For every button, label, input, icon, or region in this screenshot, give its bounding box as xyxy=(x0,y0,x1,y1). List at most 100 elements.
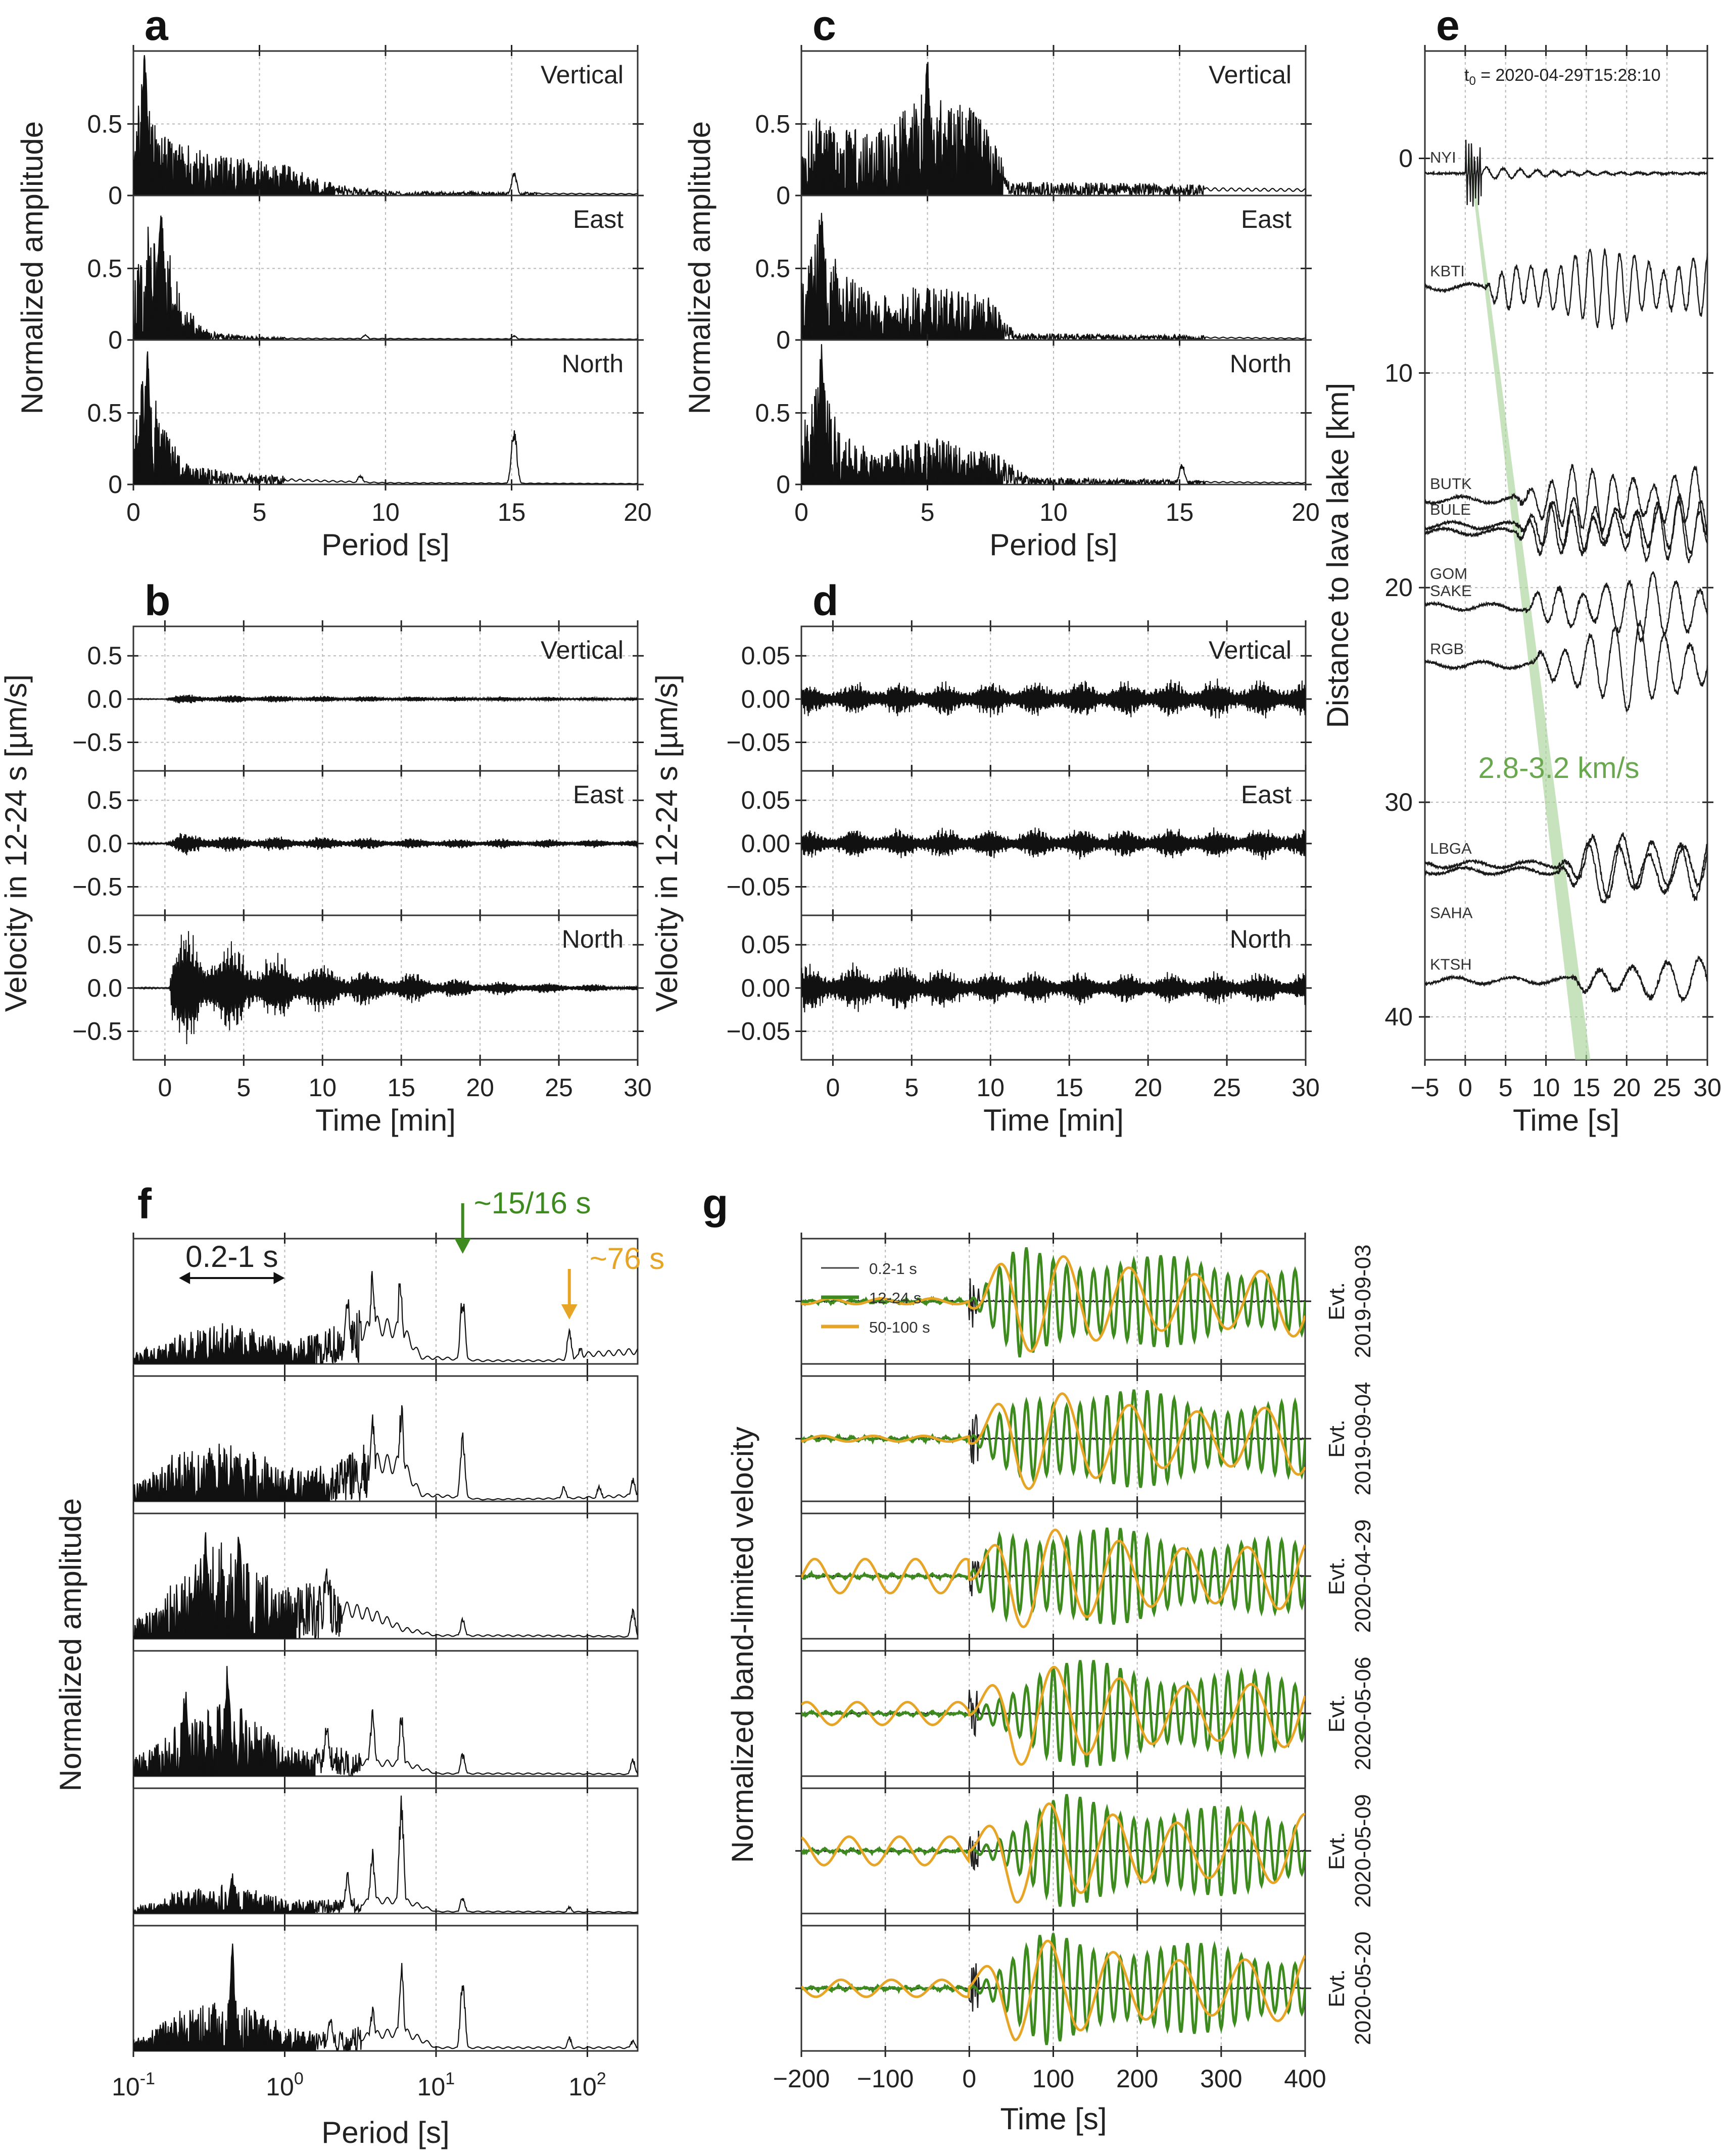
component-label: Vertical xyxy=(1209,636,1292,664)
legend-label: 50-100 s xyxy=(869,1318,930,1336)
period-marker-label: ~76 s xyxy=(590,1242,664,1276)
trace-gom xyxy=(1425,498,1707,563)
component-label: North xyxy=(562,350,624,378)
tick-exponent: 0 xyxy=(294,2069,304,2088)
event-prefix: Evt. xyxy=(1324,1969,1349,2007)
x-tick-label: −5 xyxy=(1410,1073,1439,1102)
component-label: North xyxy=(1230,350,1292,378)
x-tick-label: 5 xyxy=(253,498,267,526)
seismogram-d-0 xyxy=(801,678,1306,719)
t0-annotation: t0 = 2020-04-29T15:28:10 xyxy=(1464,66,1661,88)
x-tick-label: 20 xyxy=(1612,1073,1641,1102)
trace-sake xyxy=(1425,571,1707,643)
station-label: SAHA xyxy=(1430,904,1473,922)
trace-kbti xyxy=(1425,248,1707,330)
event-prefix: Evt. xyxy=(1324,1282,1349,1320)
trace-rgb xyxy=(1425,620,1707,713)
y-tick-label: 0 xyxy=(776,326,790,354)
x-tick-label: 25 xyxy=(545,1073,573,1102)
y-tick-label: 0.00 xyxy=(741,829,790,858)
x-tick-label: 25 xyxy=(1213,1073,1241,1102)
y-tick-label: 0 xyxy=(108,181,122,210)
component-label: Vertical xyxy=(1209,61,1292,89)
y-tick-label: 0.0 xyxy=(87,974,122,1002)
arrow-down-icon xyxy=(454,1239,471,1254)
axes-frame xyxy=(132,1650,639,1777)
trace-50-100s xyxy=(801,1802,1305,1904)
x-tick-label: 20 xyxy=(1134,1073,1162,1102)
component-label: North xyxy=(562,925,624,953)
tick-base: 10 xyxy=(112,2073,140,2101)
axes-frame xyxy=(132,1375,639,1502)
seismogram-d-2 xyxy=(801,962,1306,1013)
axes-frame xyxy=(132,1925,639,2052)
x-tick-label: 200 xyxy=(1116,2065,1158,2093)
y-tick-label: 0.5 xyxy=(87,254,122,282)
x-tick-label: 15 xyxy=(1166,498,1194,526)
spectrum-f-0-line xyxy=(133,1271,638,1364)
y-tick-label: 0.5 xyxy=(87,930,122,959)
panel-letter-b: b xyxy=(145,577,170,624)
tick-base: 10 xyxy=(568,2073,597,2101)
x-tick-label: 20 xyxy=(466,1073,494,1102)
y-tick-label: 0.0 xyxy=(87,829,122,858)
station-label: NYI xyxy=(1430,149,1456,166)
trace-saha xyxy=(1425,842,1707,904)
legend-label: 12-24 s xyxy=(869,1289,921,1307)
y-axis-title: Velocity in 12-24 s [µm/s] xyxy=(650,674,684,1012)
y-tick-label: 0 xyxy=(776,181,790,210)
trace-50-100s xyxy=(801,1528,1305,1628)
station-label: KBTI xyxy=(1430,262,1465,280)
y-tick-label: −0.05 xyxy=(726,728,790,756)
spectrum-f-1-fill xyxy=(133,1443,330,1501)
arrowhead-icon xyxy=(179,1272,285,1284)
station-label: KTSH xyxy=(1430,956,1472,973)
subplot-f-2 xyxy=(132,1370,639,1507)
x-tick-label: 0 xyxy=(1458,1073,1472,1102)
component-label: Vertical xyxy=(541,636,624,664)
trace-12-24s xyxy=(801,1527,1305,1625)
y-tick-label: 10 xyxy=(1384,359,1413,387)
x-tick-label: 10 xyxy=(1039,498,1068,526)
x-tick-label: 100 xyxy=(1032,2065,1074,2093)
y-tick-label: 0.5 xyxy=(87,642,122,670)
x-tick-label: 300 xyxy=(1200,2065,1242,2093)
x-tick-label: 0 xyxy=(794,498,808,526)
x-tick-label: 5 xyxy=(904,1073,919,1102)
x-tick-label: 15 xyxy=(1055,1073,1083,1102)
t0-symbol: t xyxy=(1464,66,1469,85)
panel-letter-d: d xyxy=(812,577,838,624)
x-tick-label: 10 xyxy=(976,1073,1005,1102)
tick-exponent: 2 xyxy=(597,2069,606,2088)
x-tick-label: −100 xyxy=(857,2065,914,2093)
panel-letter-a: a xyxy=(145,2,169,49)
panel-letter-c: c xyxy=(812,2,836,49)
y-tick-label: 20 xyxy=(1384,573,1413,602)
station-label: RGB xyxy=(1430,640,1464,658)
trace-ktsh xyxy=(1425,955,1707,1003)
event-date: 2019-09-03 xyxy=(1351,1244,1375,1358)
x-axis-title: Time [s] xyxy=(1513,1103,1619,1137)
y-tick-label: 0.5 xyxy=(87,399,122,427)
panel-letter-f: f xyxy=(137,1180,152,1228)
y-tick-label: 0.5 xyxy=(755,110,790,138)
event-date: 2020-05-06 xyxy=(1351,1656,1375,1770)
x-tick-label: 20 xyxy=(1292,498,1320,526)
x-tick-label: 15 xyxy=(1572,1073,1601,1102)
station-label: GOM xyxy=(1430,565,1467,582)
axes-frame xyxy=(1424,50,1708,1061)
y-tick-label: 0.0 xyxy=(87,685,122,713)
event-date: 2020-05-20 xyxy=(1351,1931,1375,2045)
y-tick-label: 0.05 xyxy=(741,930,790,959)
component-label: East xyxy=(573,780,624,809)
station-label: BUTK xyxy=(1430,475,1472,493)
station-label: SAKE xyxy=(1430,582,1472,600)
spectrum-f-2-line xyxy=(133,1532,638,1639)
trace-12-24s xyxy=(801,1933,1305,2045)
spectrum-a-1-line xyxy=(133,215,638,340)
seismogram-b-1 xyxy=(133,833,638,856)
x-tick-label: 15 xyxy=(387,1073,415,1102)
component-label: Vertical xyxy=(541,61,624,89)
y-tick-label: 0.5 xyxy=(755,254,790,282)
